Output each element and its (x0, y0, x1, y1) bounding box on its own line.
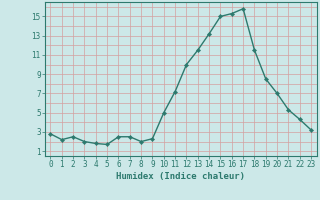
X-axis label: Humidex (Indice chaleur): Humidex (Indice chaleur) (116, 172, 245, 181)
